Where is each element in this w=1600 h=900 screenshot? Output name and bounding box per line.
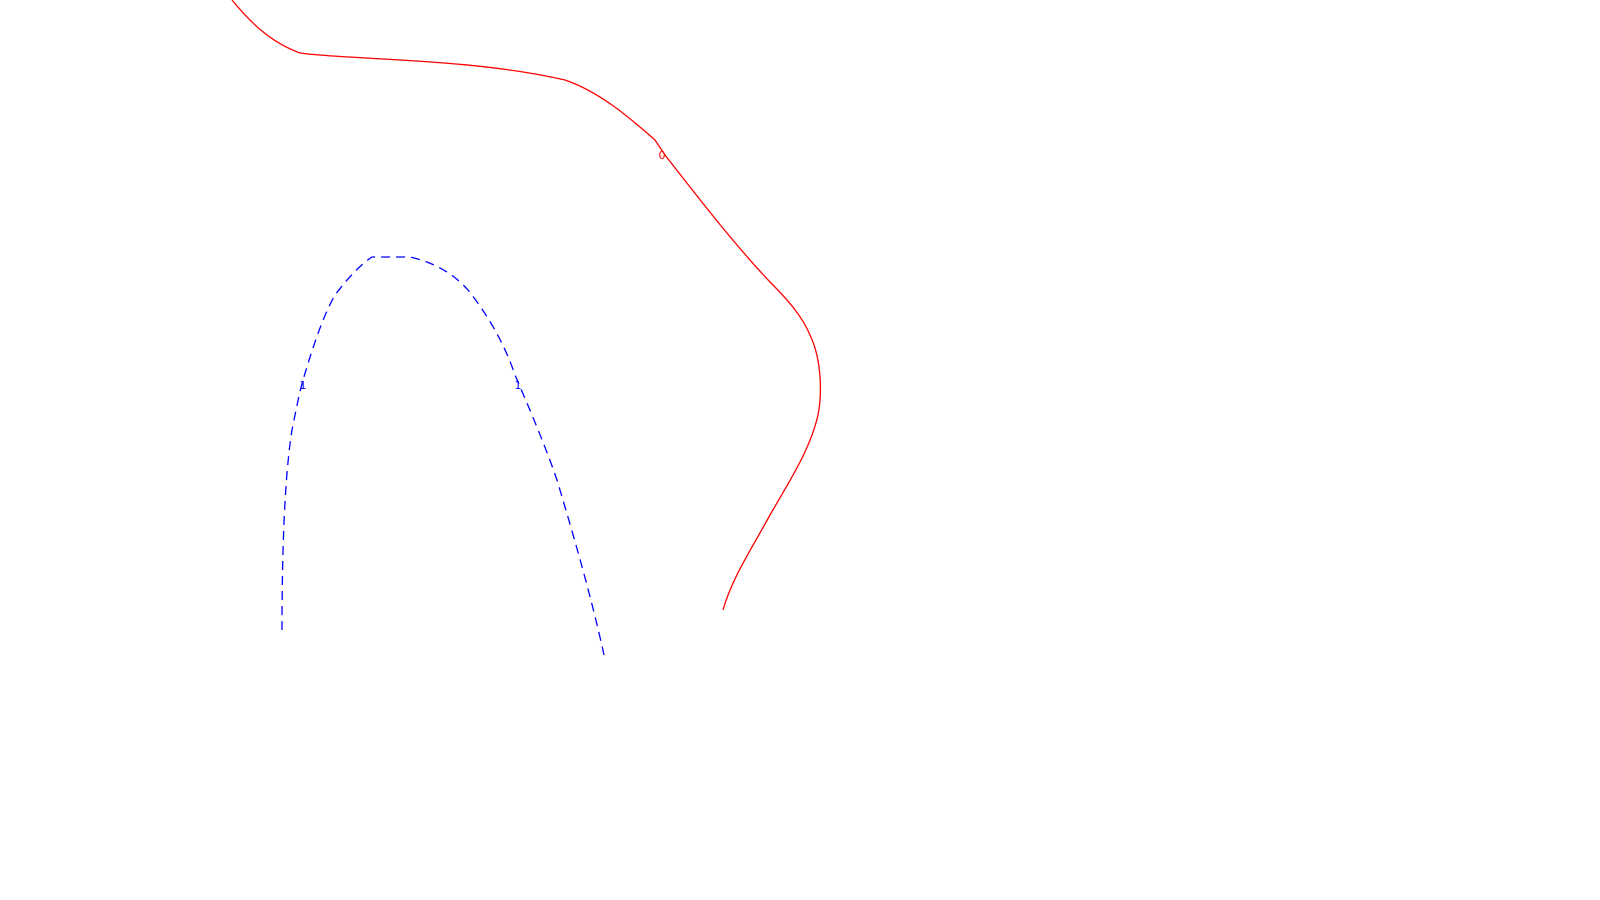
contour-level-0: 0 bbox=[231, 0, 822, 611]
contour-label-1: 1 bbox=[515, 379, 522, 392]
contour-level-1: 1 1 bbox=[281, 256, 605, 656]
contour-line-0 bbox=[231, 0, 822, 611]
contour-label-1: 1 bbox=[300, 379, 307, 392]
contour-label-0: 0 bbox=[659, 149, 666, 162]
contour-line-1 bbox=[281, 256, 605, 656]
